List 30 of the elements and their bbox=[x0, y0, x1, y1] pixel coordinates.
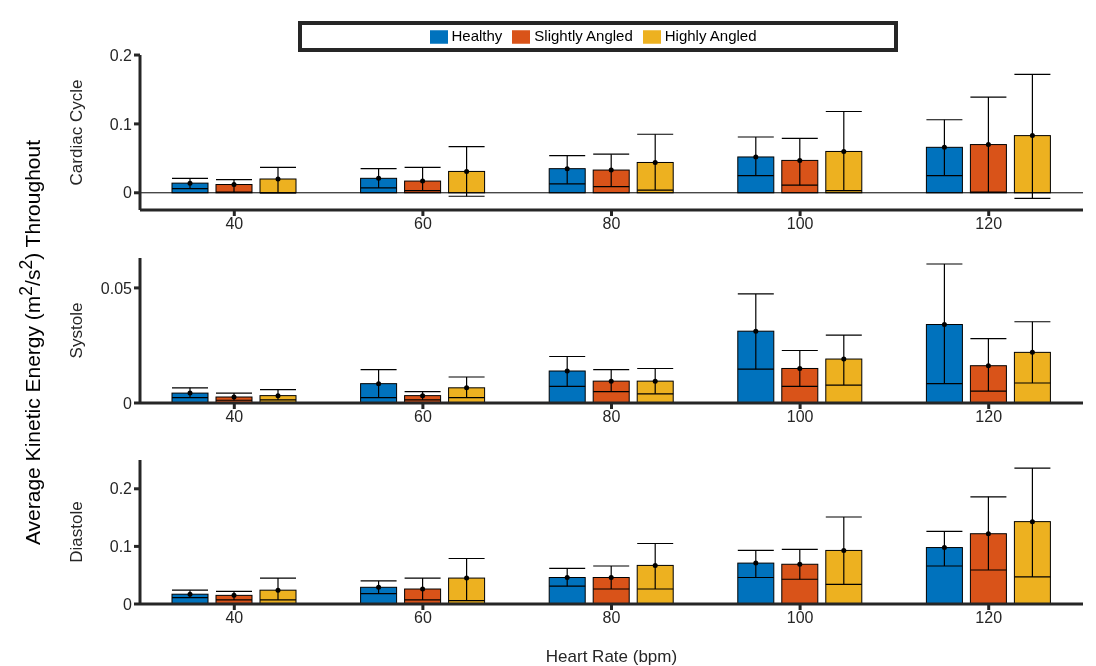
x-tick-label: 60 bbox=[414, 609, 432, 627]
y-tick-label: 0 bbox=[123, 595, 133, 613]
y-tick-label: 0.05 bbox=[100, 279, 133, 297]
x-tick-label: 60 bbox=[414, 215, 432, 233]
x-tick-label: 120 bbox=[975, 609, 1003, 627]
legend-label: Slightly Angled bbox=[534, 27, 633, 44]
x-tick-label: 40 bbox=[225, 408, 244, 426]
x-tick-label: 100 bbox=[786, 215, 814, 233]
legend-label: Highly Angled bbox=[664, 27, 757, 44]
x-tick-label: 60 bbox=[414, 408, 432, 426]
x-tick-label: 40 bbox=[225, 215, 244, 233]
y-tick-label: 0.2 bbox=[109, 480, 133, 498]
x-axis-title: Heart Rate (bpm) bbox=[545, 647, 678, 666]
legend-label: Healthy bbox=[451, 27, 503, 44]
y-axis-title: Cardiac Cycle bbox=[67, 79, 87, 186]
x-tick-label: 80 bbox=[602, 408, 621, 426]
x-tick-label: 120 bbox=[975, 408, 1003, 426]
y-tick-label: 0.1 bbox=[109, 538, 133, 556]
y-axis-title: Systole bbox=[67, 302, 87, 359]
x-tick-label: 80 bbox=[602, 215, 621, 233]
x-tick-label: 100 bbox=[786, 609, 814, 627]
x-tick-label: 120 bbox=[975, 215, 1003, 233]
y-axis-title: Diastole bbox=[67, 501, 87, 563]
x-tick-label: 100 bbox=[786, 408, 814, 426]
x-tick-label: 80 bbox=[602, 609, 621, 627]
x-tick-label: 40 bbox=[225, 609, 244, 627]
y-tick-label: 0.1 bbox=[109, 115, 133, 133]
y-tick-label: 0 bbox=[123, 184, 133, 202]
y-tick-label: 0.2 bbox=[109, 46, 133, 64]
y-tick-label: 0 bbox=[123, 394, 133, 412]
